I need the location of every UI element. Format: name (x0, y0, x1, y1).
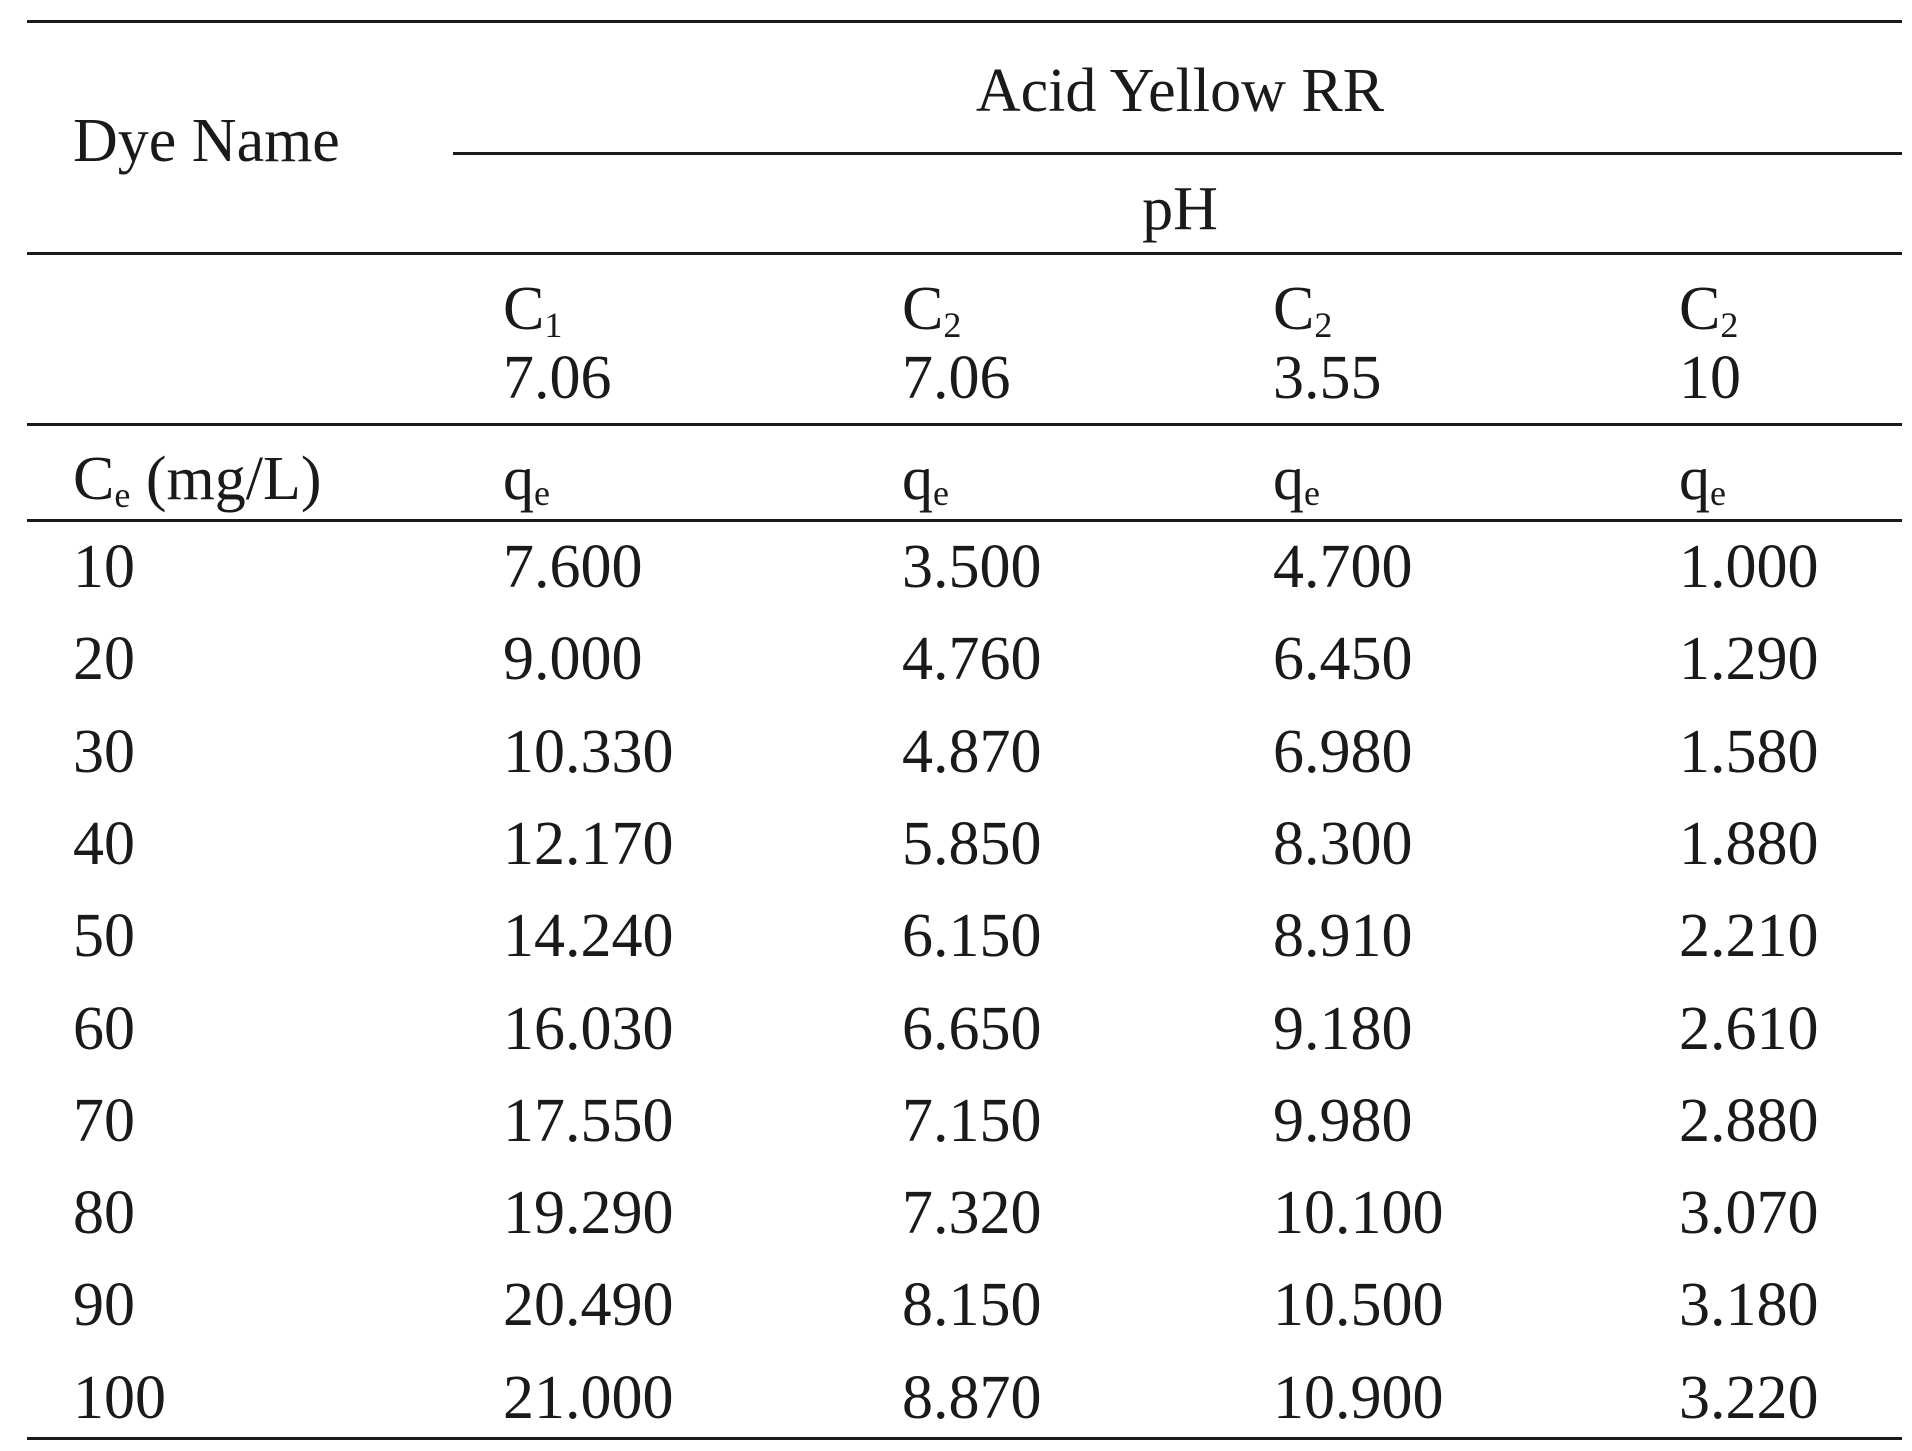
qe-cell: 7.600 (503, 533, 643, 601)
ce-column-header: Ce (mg/L) (73, 445, 322, 513)
condition-label: C1 (503, 275, 562, 343)
qe-symbol: q (1273, 445, 1304, 513)
ph-bottom-rule (27, 252, 1902, 255)
condition-ph-value: 3.55 (1273, 344, 1382, 412)
qe-cell: 3.500 (902, 533, 1042, 601)
condition-subscript: 2 (1720, 305, 1739, 345)
qe-cell: 2.880 (1679, 1087, 1819, 1155)
ce-cell: 60 (73, 995, 135, 1063)
qe-cell: 8.910 (1273, 902, 1413, 970)
condition-ph-value: 7.06 (503, 344, 612, 412)
condition-symbol: C (503, 275, 545, 343)
qe-cell: 9.000 (503, 625, 643, 693)
dye-name-label: Dye Name (73, 107, 340, 175)
ce-subscript: e (114, 475, 131, 515)
qe-subscript: e (1710, 473, 1726, 513)
ce-cell: 10 (73, 533, 135, 601)
qe-cell: 4.700 (1273, 533, 1413, 601)
condition-subscript: 2 (943, 305, 962, 345)
condition-subscript: 2 (1314, 305, 1333, 345)
qe-cell: 8.150 (902, 1271, 1042, 1339)
ce-symbol: C (73, 445, 115, 513)
qe-symbol: q (1679, 445, 1710, 513)
bottom-rule (27, 1437, 1902, 1440)
qe-cell: 4.870 (902, 718, 1042, 786)
condition-ph-value: 7.06 (902, 344, 1011, 412)
qe-cell: 6.980 (1273, 718, 1413, 786)
conditions-bottom-rule (27, 423, 1902, 426)
condition-symbol: C (902, 275, 944, 343)
qe-cell: 3.180 (1679, 1271, 1819, 1339)
qe-cell: 1.000 (1679, 533, 1819, 601)
ce-cell: 70 (73, 1087, 135, 1155)
qe-cell: 9.980 (1273, 1087, 1413, 1155)
ce-cell: 90 (73, 1271, 135, 1339)
condition-label: C2 (1273, 275, 1332, 343)
qe-cell: 7.320 (902, 1179, 1042, 1247)
ce-cell: 80 (73, 1179, 135, 1247)
ph-label: pH (1142, 175, 1218, 243)
qe-column-header: qe (503, 445, 550, 513)
qe-cell: 3.070 (1679, 1179, 1819, 1247)
condition-label: C2 (1679, 275, 1738, 343)
qe-cell: 8.870 (902, 1364, 1042, 1432)
qe-cell: 5.850 (902, 810, 1042, 878)
qe-subscript: e (1304, 473, 1320, 513)
qe-cell: 1.880 (1679, 810, 1819, 878)
dye-underline-rule (453, 152, 1902, 155)
qe-subscript: e (534, 473, 550, 513)
qe-cell: 14.240 (503, 902, 674, 970)
dye-value: Acid Yellow RR (975, 57, 1385, 125)
qe-cell: 6.650 (902, 995, 1042, 1063)
qe-cell: 1.290 (1679, 625, 1819, 693)
qe-cell: 4.760 (902, 625, 1042, 693)
qe-cell: 16.030 (503, 995, 674, 1063)
qe-symbol: q (902, 445, 933, 513)
condition-symbol: C (1273, 275, 1315, 343)
qe-cell: 7.150 (902, 1087, 1042, 1155)
ce-cell: 100 (73, 1364, 166, 1432)
qe-cell: 10.500 (1273, 1271, 1444, 1339)
condition-label: C2 (902, 275, 961, 343)
qe-cell: 2.610 (1679, 995, 1819, 1063)
qe-subscript: e (933, 473, 949, 513)
qe-cell: 1.580 (1679, 718, 1819, 786)
ce-unit: (mg/L) (130, 445, 322, 513)
qe-cell: 9.180 (1273, 995, 1413, 1063)
qe-cell: 10.330 (503, 718, 674, 786)
qe-cell: 10.100 (1273, 1179, 1444, 1247)
ce-cell: 30 (73, 718, 135, 786)
qe-cell: 10.900 (1273, 1364, 1444, 1432)
ce-cell: 40 (73, 810, 135, 878)
qe-cell: 8.300 (1273, 810, 1413, 878)
qe-cell: 6.150 (902, 902, 1042, 970)
condition-ph-value: 10 (1679, 344, 1741, 412)
qe-column-header: qe (1679, 445, 1726, 513)
qe-cell: 2.210 (1679, 902, 1819, 970)
qe-cell: 12.170 (503, 810, 674, 878)
qe-column-header: qe (1273, 445, 1320, 513)
qe-cell: 6.450 (1273, 625, 1413, 693)
condition-symbol: C (1679, 275, 1721, 343)
top-rule (27, 20, 1902, 23)
ce-cell: 50 (73, 902, 135, 970)
qe-column-header: qe (902, 445, 949, 513)
condition-subscript: 1 (544, 305, 563, 345)
qe-symbol: q (503, 445, 534, 513)
qe-cell: 17.550 (503, 1087, 674, 1155)
qe-cell: 20.490 (503, 1271, 674, 1339)
qe-cell: 19.290 (503, 1179, 674, 1247)
ce-cell: 20 (73, 625, 135, 693)
qe-cell: 21.000 (503, 1364, 674, 1432)
qe-cell: 3.220 (1679, 1364, 1819, 1432)
column-header-bottom-rule (27, 519, 1902, 522)
